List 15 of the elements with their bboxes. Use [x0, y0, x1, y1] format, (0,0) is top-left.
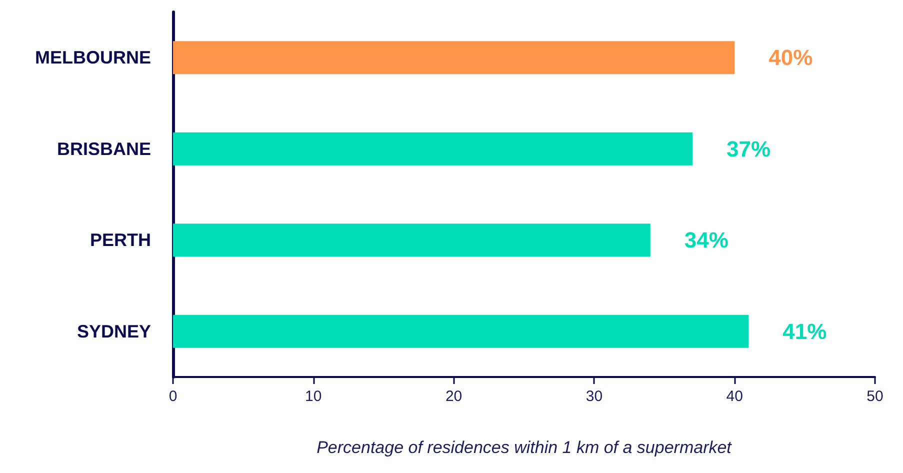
- data-label: 37%: [726, 136, 771, 162]
- x-axis-title: Percentage of residences within 1 km of a supermarket: [316, 438, 733, 457]
- y-tick-label: SYDNEY: [76, 321, 151, 342]
- x-tick-label: 40: [726, 388, 743, 405]
- data-label: 34%: [684, 228, 728, 253]
- y-tick-label: PERTH: [90, 230, 151, 250]
- x-tick-label: 30: [586, 388, 603, 405]
- y-tick-label: MELBOURNE: [35, 48, 151, 68]
- data-label: 40%: [768, 45, 813, 70]
- data-label: 41%: [782, 318, 827, 344]
- x-tick-label: 0: [168, 388, 178, 405]
- x-tick-label: 50: [866, 388, 884, 405]
- x-tick-label: 20: [445, 388, 462, 405]
- y-tick-label: BRISBANE: [56, 138, 151, 159]
- x-tick-label: 10: [305, 388, 322, 405]
